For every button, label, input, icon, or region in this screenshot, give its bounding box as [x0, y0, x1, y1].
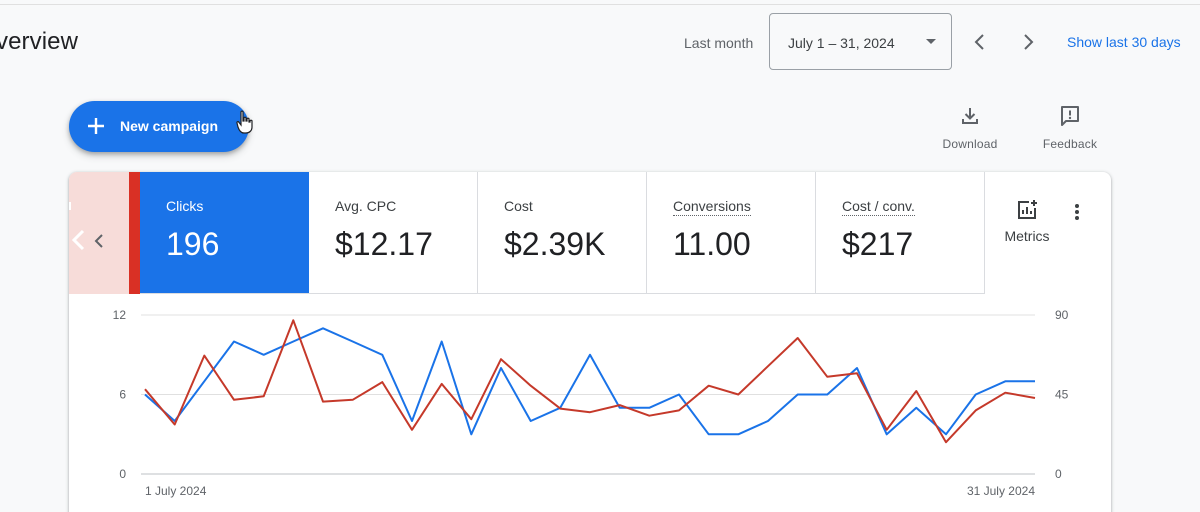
scorecard-label: Conversions: [673, 198, 751, 216]
y-left-tick-label: 12: [113, 308, 127, 322]
y-left-tick-label: 0: [119, 467, 126, 481]
scorecard-cost-per-conversion[interactable]: Cost / conv. $217: [816, 172, 985, 294]
metrics-label: Metrics: [1004, 228, 1050, 244]
y-right-tick-label: 0: [1055, 467, 1062, 481]
metrics-button[interactable]: Metrics: [989, 198, 1065, 244]
date-range-value: July 1 – 31, 2024: [788, 35, 895, 51]
scorecard-label: Cost: [504, 198, 533, 214]
scorecard-label: Avg. CPC: [335, 198, 397, 214]
scorecard-row: Clicks 196 Avg. CPC $12.17 Cost $2.39K C…: [69, 172, 1111, 294]
previous-scorecards-button[interactable]: [69, 172, 129, 294]
scorecard-cost[interactable]: Cost $2.39K: [478, 172, 647, 294]
chevron-left-icon: [974, 34, 984, 50]
scorecard-conversions[interactable]: Conversions 11.00: [647, 172, 816, 294]
hidden-scorecard-edge: [69, 202, 71, 210]
series-color-marker: [129, 172, 140, 294]
scorecard-value: $12.17: [335, 226, 433, 262]
feedback-label: Feedback: [1042, 137, 1098, 151]
scorecard-value: 11.00: [673, 226, 751, 262]
date-range-select[interactable]: July 1 – 31, 2024: [769, 13, 952, 70]
download-icon: [962, 108, 978, 124]
feedback-icon: [1061, 106, 1079, 126]
x-start-label: 1 July 2024: [145, 484, 207, 498]
chevron-left-icon: [94, 234, 103, 248]
download-label: Download: [942, 137, 998, 151]
chevron-left-ghost-icon: [71, 229, 85, 251]
caret-down-icon: [926, 39, 936, 44]
top-divider: [0, 0, 1200, 5]
y-left-tick-label: 6: [119, 388, 126, 402]
chart-marks: [144, 319, 1036, 444]
plus-icon: [88, 118, 104, 134]
series-line-right-axis: [144, 319, 1036, 444]
performance-card: Clicks 196 Avg. CPC $12.17 Cost $2.39K C…: [69, 172, 1111, 512]
scorecard-value: 196: [166, 226, 220, 262]
y-right-tick-label: 45: [1055, 388, 1069, 402]
scorecard-value: $217: [842, 226, 914, 262]
feedback-button[interactable]: Feedback: [1030, 104, 1110, 151]
scorecard-label: Clicks: [166, 198, 204, 214]
y-right-tick-label: 90: [1055, 308, 1069, 322]
download-button[interactable]: Download: [930, 104, 1010, 151]
scorecard-label: Cost / conv.: [842, 198, 915, 216]
show-last-30-days-link[interactable]: Show last 30 days: [1067, 34, 1181, 50]
chart-labels: 0 0 6 45 12 90 1 July 2024 31 July 2024: [113, 308, 1069, 498]
more-options-button[interactable]: [1069, 200, 1085, 224]
period-label: Last month: [684, 35, 754, 51]
page-title: verview: [0, 28, 79, 55]
add-chart-icon: [1018, 200, 1037, 219]
new-campaign-button[interactable]: New campaign: [69, 101, 249, 152]
performance-chart: 0 0 6 45 12 90 1 July 2024 31 July 2024: [113, 308, 1069, 498]
scorecard-avg-cpc[interactable]: Avg. CPC $12.17: [309, 172, 478, 294]
new-campaign-label: New campaign: [120, 118, 219, 134]
more-vert-icon: [1075, 204, 1079, 220]
chart-grid: [141, 314, 1035, 475]
scorecard-value: $2.39K: [504, 226, 606, 262]
hand-cursor-icon: [236, 110, 253, 134]
next-period-button[interactable]: [1016, 28, 1040, 56]
x-end-label: 31 July 2024: [967, 484, 1035, 498]
scorecard-clicks[interactable]: Clicks 196: [140, 172, 309, 294]
previous-period-button[interactable]: [968, 28, 992, 56]
chevron-right-icon: [1024, 34, 1034, 50]
series-line-left-axis: [144, 327, 1035, 436]
